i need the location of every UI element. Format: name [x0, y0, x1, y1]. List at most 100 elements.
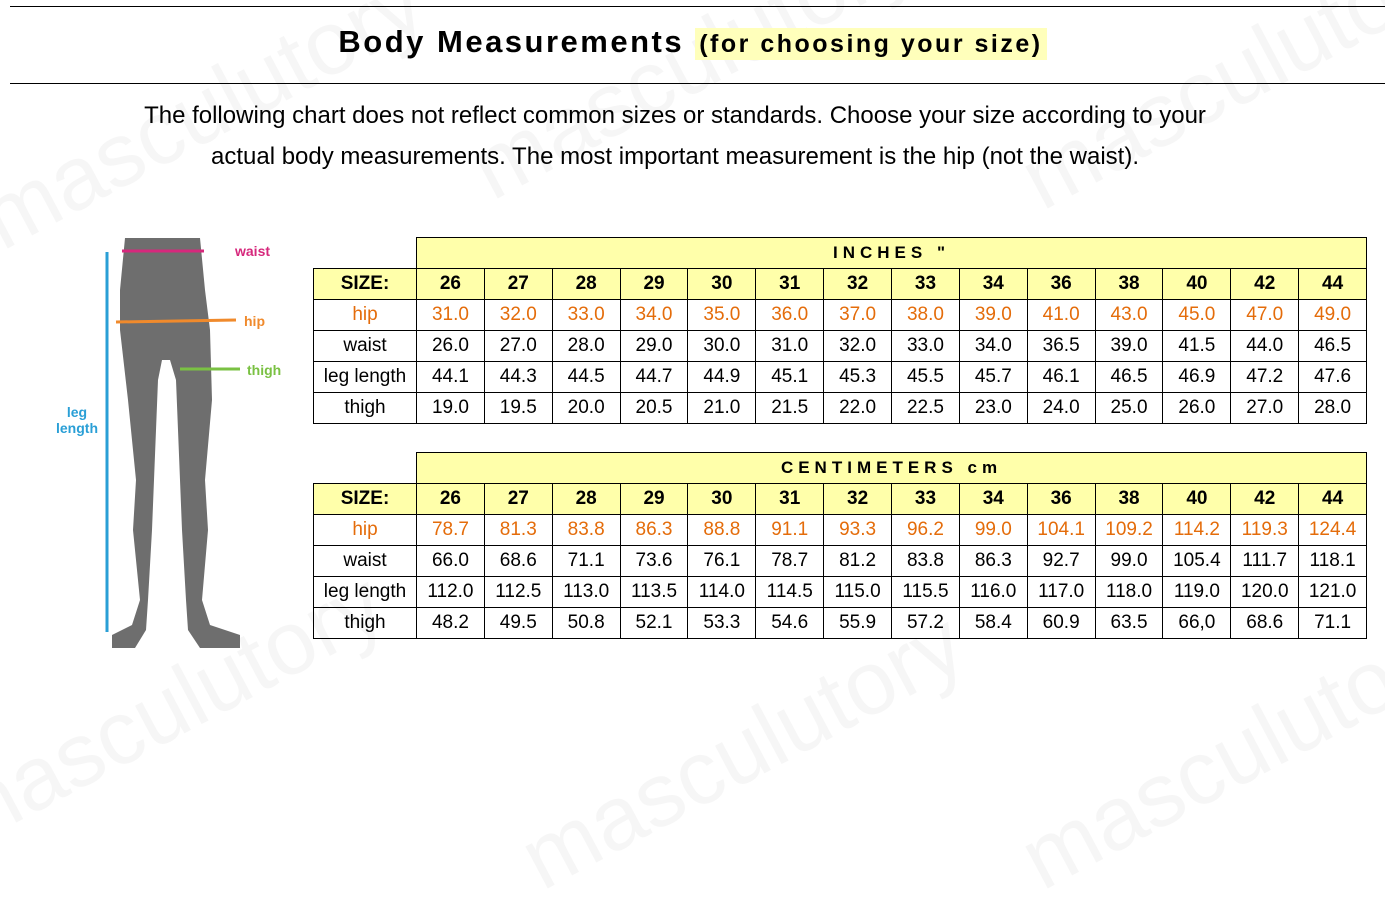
- value-cell: 68.6: [483, 545, 553, 577]
- size-cell: 34: [958, 268, 1028, 300]
- size-cell: 36: [1026, 268, 1096, 300]
- size-cell: 28: [551, 268, 621, 300]
- value-cell: 32.0: [823, 330, 893, 362]
- value-cell: 68.6: [1230, 607, 1300, 639]
- value-cell: 47.6: [1298, 361, 1368, 393]
- value-cell: 46.1: [1026, 361, 1096, 393]
- value-cell: 63.5: [1094, 607, 1164, 639]
- blank-cell: [314, 238, 417, 269]
- value-cell: 46.5: [1094, 361, 1164, 393]
- value-cell: 45.7: [958, 361, 1028, 393]
- value-cell: 83.8: [891, 545, 960, 577]
- row-label: thigh: [313, 392, 417, 424]
- value-cell: 49.5: [483, 607, 553, 639]
- value-cell: 86.3: [958, 545, 1028, 577]
- size-cell: 38: [1094, 268, 1164, 300]
- value-cell: 83.8: [551, 514, 621, 546]
- size-label: SIZE:: [313, 268, 417, 300]
- value-cell: 29.0: [619, 330, 689, 362]
- figure: [105, 238, 240, 648]
- hip-line: [115, 318, 237, 324]
- measure-row: waist 66.0 68.6 71.1 73.6 76.1 78.7 81.2 83.8 86.…: [313, 545, 1368, 577]
- value-cell: 119.3: [1230, 514, 1300, 546]
- caption-row: CENTIMETERS cm: [314, 452, 1368, 484]
- size-cell: 26: [416, 268, 485, 300]
- intro-line: The following chart does not reflect com…: [144, 102, 1206, 129]
- value-cell: 24.0: [1026, 392, 1096, 424]
- value-cell: 78.7: [755, 545, 825, 577]
- value-cell: 119.0: [1162, 576, 1232, 608]
- value-cell: 112.0: [416, 576, 485, 608]
- size-cell: 36: [1026, 483, 1096, 515]
- size-cell: 44: [1298, 268, 1368, 300]
- measure-row: leg length 44.1 44.3 44.5 44.7 44.9 45.1 45.3 45…: [313, 361, 1368, 393]
- value-cell: 43.0: [1094, 299, 1164, 331]
- tbody: INCHES " SIZE: 26 27 28 29 30 31 32 33 34 36 38 40 42 4…: [313, 237, 1368, 424]
- value-cell: 21.0: [687, 392, 757, 424]
- size-cell: 29: [619, 483, 689, 515]
- row-label: thigh: [313, 607, 417, 639]
- value-cell: 39.0: [1094, 330, 1164, 362]
- value-cell: 19.0: [416, 392, 485, 424]
- value-cell: 111.7: [1230, 545, 1300, 577]
- value-cell: 45.3: [823, 361, 893, 393]
- size-cell: 28: [551, 483, 621, 515]
- value-cell: 78.7: [416, 514, 485, 546]
- value-cell: 112.5: [483, 576, 553, 608]
- figure-label: waist: [235, 243, 271, 259]
- figure-label: leg length: [56, 404, 98, 436]
- value-cell: 54.6: [755, 607, 825, 639]
- value-cell: 93.3: [823, 514, 893, 546]
- size-cell: 44: [1298, 483, 1368, 515]
- row-label: leg length: [313, 576, 417, 608]
- value-cell: 91.1: [755, 514, 825, 546]
- value-cell: 44.5: [551, 361, 621, 393]
- value-cell: 20.0: [551, 392, 621, 424]
- rule: [10, 83, 1385, 84]
- value-cell: 118.1: [1298, 545, 1368, 577]
- value-cell: 31.0: [755, 330, 825, 362]
- value-cell: 47.2: [1230, 361, 1300, 393]
- value-cell: 81.2: [823, 545, 893, 577]
- value-cell: 33.0: [551, 299, 621, 331]
- size-cell: 33: [891, 268, 960, 300]
- size-cell: 29: [619, 268, 689, 300]
- value-cell: 19.5: [483, 392, 553, 424]
- size-cell: 40: [1162, 268, 1232, 300]
- value-cell: 115.0: [823, 576, 893, 608]
- value-cell: 81.3: [483, 514, 553, 546]
- size-row: SIZE: 26 27 28 29 30 31 32 33 34 36 38 40 42 44: [313, 483, 1368, 515]
- caption: INCHES ": [415, 237, 1368, 269]
- value-cell: 44.7: [619, 361, 689, 393]
- value-cell: 20.5: [619, 392, 689, 424]
- size-table: INCHES " SIZE: 26 27 28 29 30 31 32 33 34 36 38 40 42 4…: [313, 237, 1368, 424]
- value-cell: 34.0: [958, 330, 1028, 362]
- size-cell: 26: [416, 483, 485, 515]
- value-cell: 88.8: [687, 514, 757, 546]
- value-cell: 73.6: [619, 545, 689, 577]
- value-cell: 25.0: [1094, 392, 1164, 424]
- size-cell: 27: [483, 268, 553, 300]
- rule: [10, 6, 1385, 7]
- value-cell: 53.3: [687, 607, 757, 639]
- value-cell: 44.3: [483, 361, 553, 393]
- value-cell: 124.4: [1298, 514, 1368, 546]
- value-cell: 38.0: [891, 299, 960, 331]
- value-cell: 23.0: [958, 392, 1028, 424]
- value-cell: 116.0: [958, 576, 1028, 608]
- figure-label: thigh: [247, 362, 282, 378]
- value-cell: 49.0: [1298, 299, 1368, 331]
- size-cell: 42: [1230, 483, 1300, 515]
- size-cell: 33: [891, 483, 960, 515]
- value-cell: 96.2: [891, 514, 960, 546]
- value-cell: 57.2: [891, 607, 960, 639]
- caption: CENTIMETERS cm: [415, 452, 1368, 484]
- value-cell: 26.0: [416, 330, 485, 362]
- value-cell: 48.2: [416, 607, 485, 639]
- value-cell: 66,0: [1162, 607, 1232, 639]
- value-cell: 37.0: [823, 299, 893, 331]
- value-cell: 76.1: [687, 545, 757, 577]
- value-cell: 27.0: [483, 330, 553, 362]
- row-label: waist: [313, 545, 417, 577]
- value-cell: 27.0: [1230, 392, 1300, 424]
